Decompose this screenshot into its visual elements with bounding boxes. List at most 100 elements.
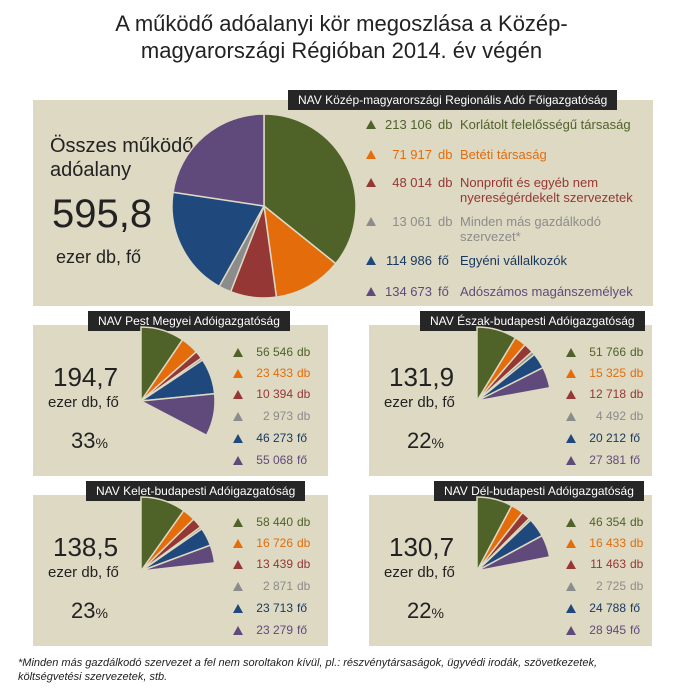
legend-unit: db — [297, 515, 311, 529]
sub-legend-item-bt: 16 433 db — [566, 536, 643, 550]
total-value: 595,8 — [52, 192, 153, 236]
main-legend-item-bt: 71 917 db Betéti társaság — [366, 147, 642, 162]
main-legend-item-other: 13 061 db Minden más gazdálkodó szervezet* — [366, 214, 642, 244]
legend-triangle-icon — [233, 560, 243, 569]
sub-share-pest: 33% — [71, 428, 108, 454]
sub-header-del: NAV Dél-budapesti Adóigazgatóság — [434, 481, 644, 501]
legend-triangle-icon — [366, 256, 376, 265]
legend-value: 48 014 — [392, 175, 432, 190]
sub-header-kelet: NAV Kelet-budapesti Adóigazgatóság — [86, 481, 306, 501]
sub-legend-item-nonprofit: 11 463 db — [566, 557, 643, 571]
sub-share-kelet: 23% — [71, 598, 108, 624]
legend-triangle-icon — [566, 369, 576, 378]
legend-triangle-icon — [566, 560, 576, 569]
share-value: 22 — [407, 428, 432, 453]
sub-total-value-kelet: 138,5 — [53, 532, 119, 562]
sub-legend-item-egyeni: 23 713 fő — [233, 601, 307, 615]
sub-share-del: 22% — [407, 598, 444, 624]
sub-legend-item-other: 2 973 db — [233, 409, 310, 423]
legend-unit: fő — [297, 623, 308, 637]
legend-triangle-icon — [566, 412, 576, 421]
legend-label: Betéti társaság — [460, 147, 547, 162]
legend-unit: db — [297, 345, 311, 359]
legend-unit: db — [297, 579, 311, 593]
legend-triangle-icon — [233, 456, 243, 465]
legend-unit: db — [438, 214, 453, 229]
total-label-line-2: adóalany — [50, 159, 132, 181]
legend-triangle-icon — [566, 539, 576, 548]
legend-value: 58 440 — [256, 515, 293, 529]
legend-triangle-icon — [233, 434, 243, 443]
total-unit: ezer db, fő — [56, 247, 142, 267]
legend-value: 12 718 — [589, 387, 626, 401]
sub-legend-item-nonprofit: 10 394 db — [233, 387, 310, 401]
legend-unit: db — [630, 409, 644, 423]
sub-total-unit-pest: ezer db, fő — [48, 394, 119, 411]
legend-value: 23 433 — [256, 366, 293, 380]
legend-unit: db — [297, 536, 311, 550]
legend-unit: db — [438, 175, 453, 190]
legend-unit: fő — [630, 601, 641, 615]
legend-value: 16 433 — [589, 536, 626, 550]
legend-label: Korlátolt felelősségű társaság — [460, 117, 631, 132]
legend-value: 46 273 — [256, 431, 293, 445]
legend-unit: fő — [297, 601, 308, 615]
sub-header-pest: NAV Pest Megyei Adóigazgatóság — [88, 311, 290, 331]
legend-label: Adószámos magánszemélyek — [460, 284, 633, 299]
sub-legend-item-other: 2 725 db — [566, 579, 643, 593]
sub-pie-chart-kelet — [140, 496, 216, 574]
legend-value: 20 212 — [589, 431, 626, 445]
legend-unit: db — [630, 515, 644, 529]
legend-triangle-icon — [233, 604, 243, 613]
sub-legend-item-egyeni: 46 273 fő — [233, 431, 307, 445]
legend-value: 114 986 — [385, 253, 432, 268]
legend-value: 56 546 — [256, 345, 293, 359]
legend-triangle-icon — [366, 178, 376, 187]
main-legend-item-kft: 213 106 db Korlátolt felelősségű társaság — [366, 117, 642, 132]
sub-legend-item-bt: 15 325 db — [566, 366, 643, 380]
legend-unit: db — [297, 366, 311, 380]
legend-value: 23 713 — [256, 601, 293, 615]
pie-slice-bt — [263, 204, 337, 299]
sub-total-unit-del: ezer db, fő — [384, 564, 455, 581]
pie-slice-kft — [263, 113, 357, 265]
legend-value: 11 463 — [590, 557, 626, 571]
legend-triangle-icon — [566, 456, 576, 465]
legend-label: Nonprofit és egyéb nem nyereségérdekelt … — [460, 175, 633, 205]
sub-header-eszak: NAV Észak-budapesti Adóigazgatóság — [420, 311, 645, 331]
legend-unit: db — [630, 387, 644, 401]
legend-triangle-icon — [566, 434, 576, 443]
legend-value: 13 439 — [256, 557, 293, 571]
legend-unit: fő — [630, 623, 641, 637]
legend-unit: fő — [630, 453, 641, 467]
pie-slice-maganszemely — [140, 544, 216, 572]
legend-triangle-icon — [233, 348, 243, 357]
title-line-1: A működő adóalanyi kör megoszlása a Közé… — [115, 11, 568, 36]
legend-triangle-icon — [566, 390, 576, 399]
legend-value: 4 492 — [595, 409, 626, 423]
sub-legend-item-bt: 16 726 db — [233, 536, 310, 550]
legend-value: 134 673 — [385, 284, 432, 299]
sub-legend-item-kft: 56 546 db — [233, 345, 310, 359]
legend-triangle-icon — [233, 518, 243, 527]
legend-value: 71 917 — [392, 147, 432, 162]
total-label: Összes működő adóalany — [50, 134, 193, 182]
legend-triangle-icon — [366, 120, 376, 129]
pie-slice-maganszemely — [476, 534, 551, 572]
sub-legend-item-kft: 58 440 db — [233, 515, 310, 529]
legend-value: 46 354 — [589, 515, 626, 529]
sub-pie-chart-del — [476, 496, 551, 572]
sub-legend-item-maganszemely: 28 945 fő — [566, 623, 640, 637]
pie-slice-egyeni — [171, 191, 266, 288]
sub-pie-chart-eszak — [476, 326, 551, 404]
sub-legend-item-nonprofit: 12 718 db — [566, 387, 643, 401]
sub-pie-chart-pest — [138, 326, 216, 437]
legend-value: 10 394 — [256, 387, 293, 401]
sub-total-value-del: 130,7 — [389, 532, 455, 562]
sub-share-eszak: 22% — [407, 428, 444, 454]
legend-unit: db — [630, 579, 644, 593]
sub-legend-item-kft: 51 766 db — [566, 345, 643, 359]
legend-triangle-icon — [566, 604, 576, 613]
total-label-line-1: Összes működő — [50, 135, 194, 157]
legend-value: 23 279 — [256, 623, 293, 637]
